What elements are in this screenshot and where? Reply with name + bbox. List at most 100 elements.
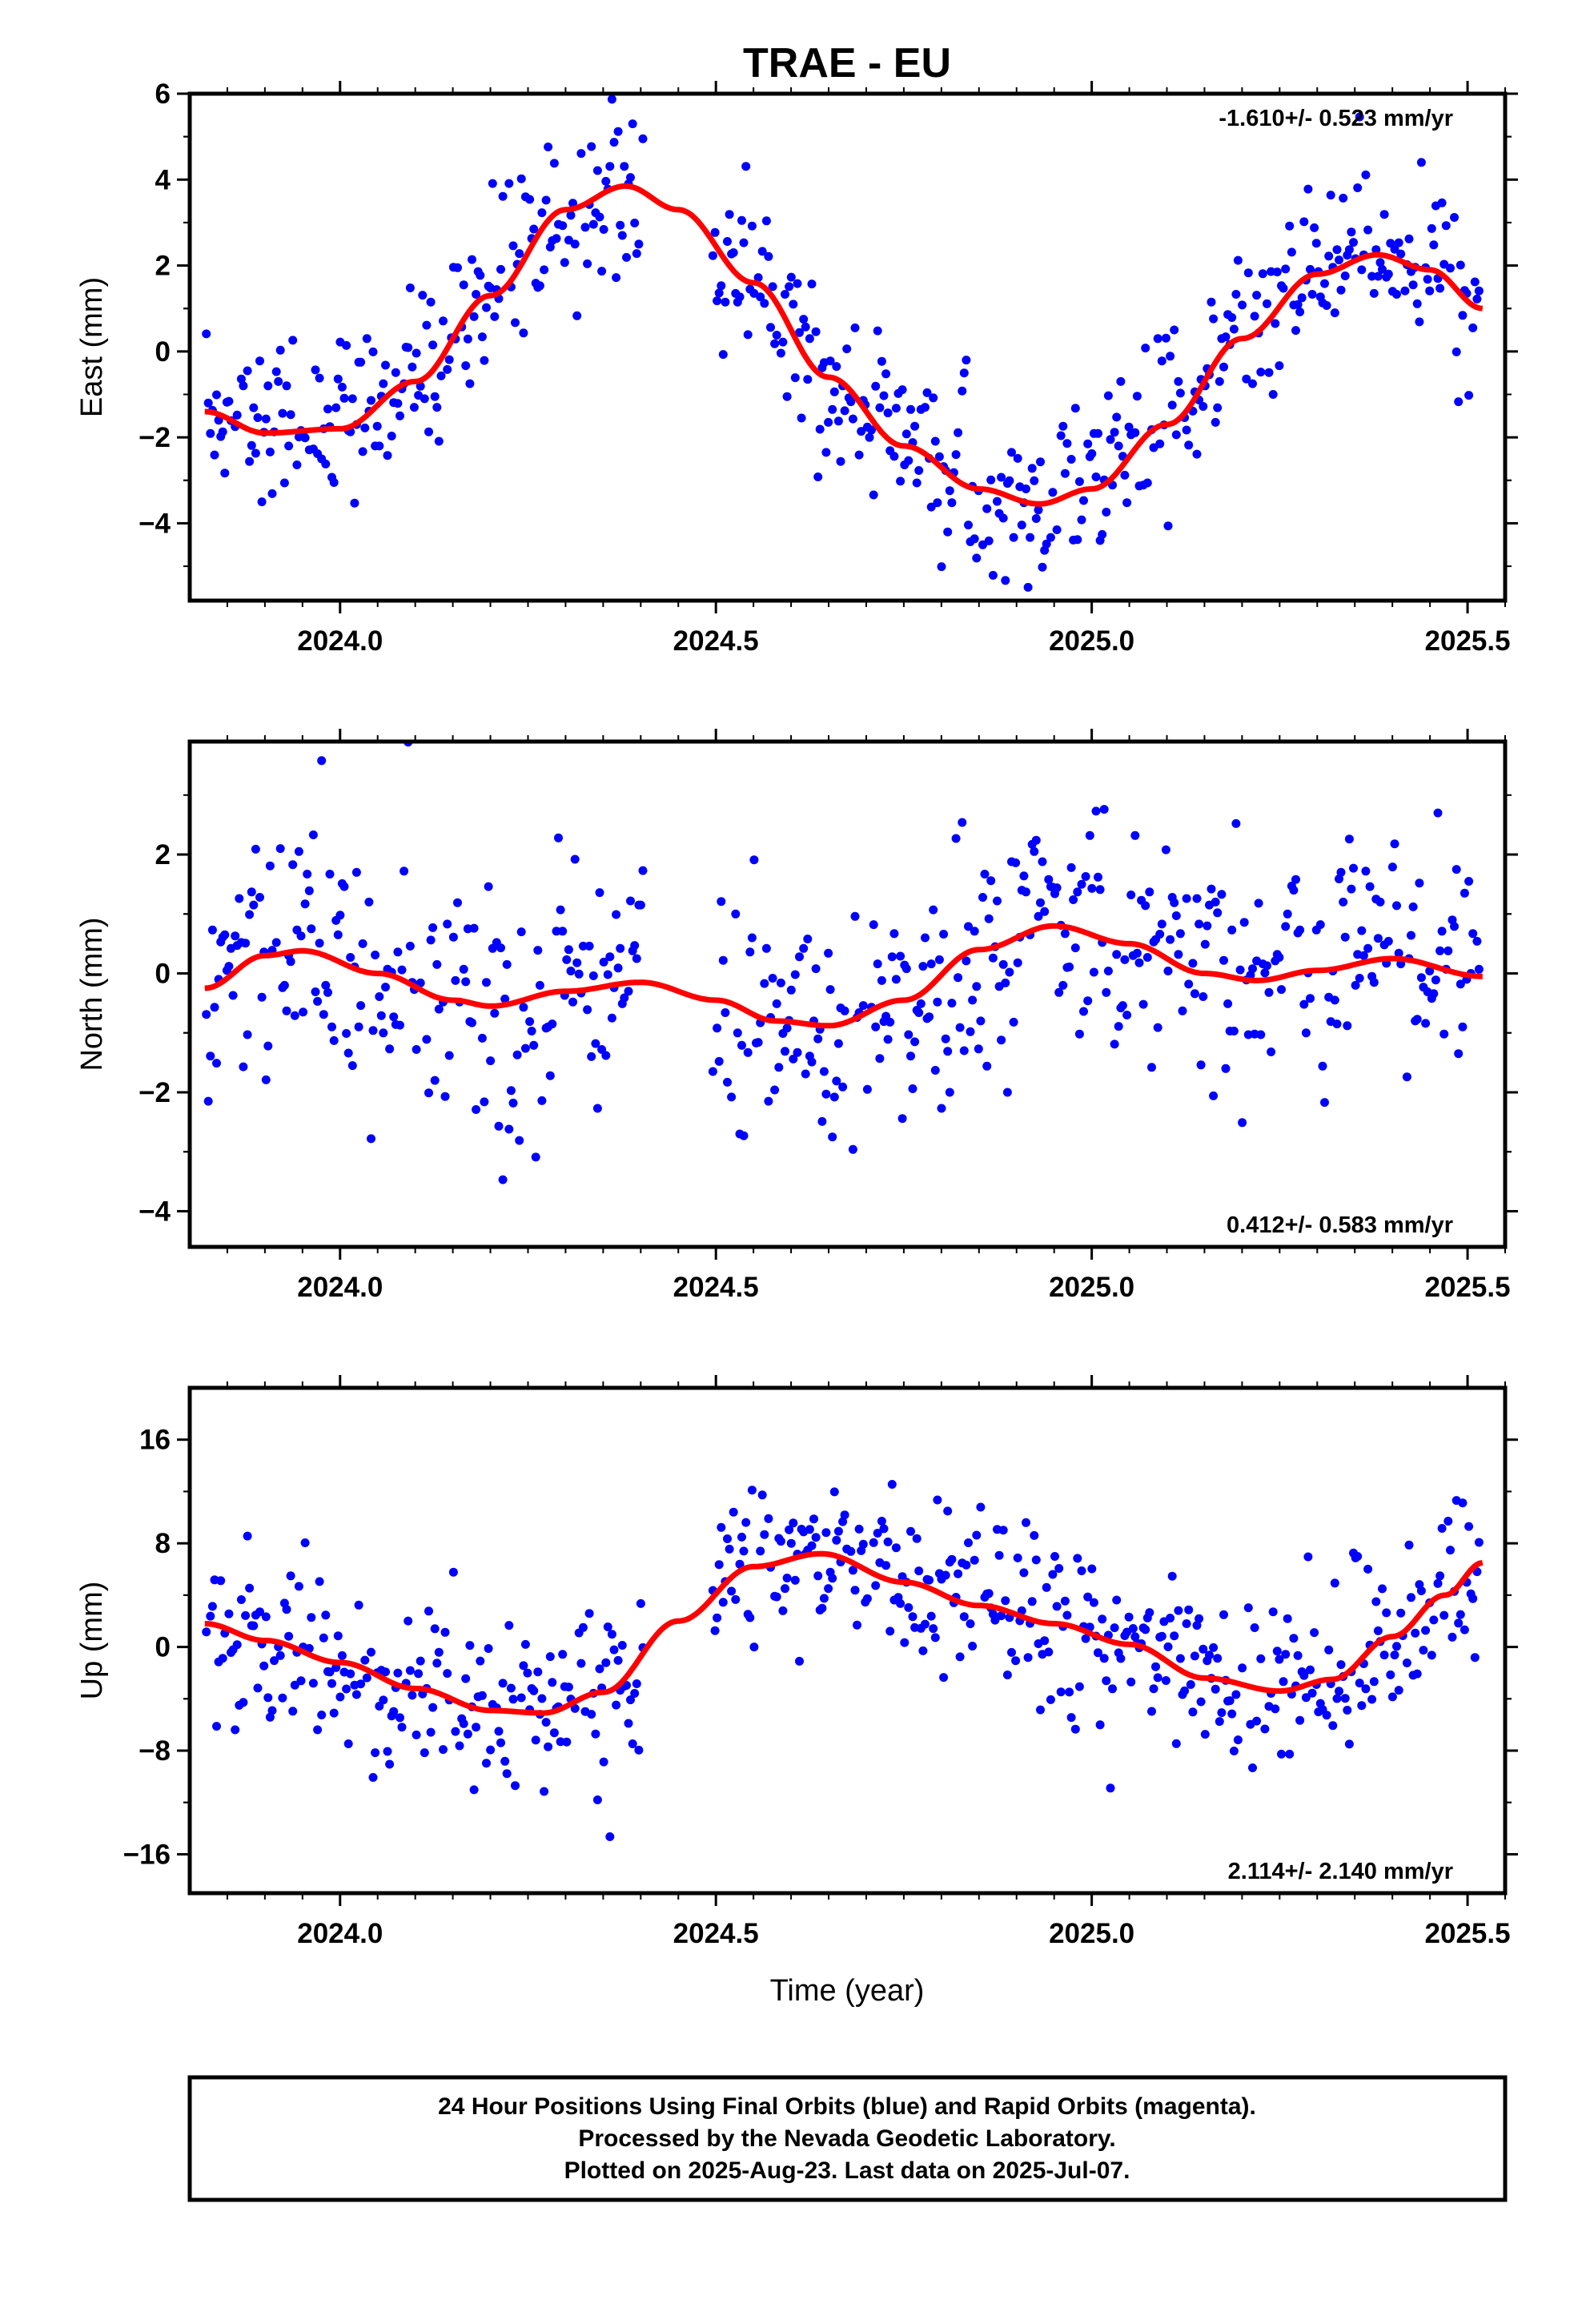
data-point — [1073, 1554, 1082, 1563]
data-point — [951, 450, 961, 460]
data-point — [249, 1621, 259, 1630]
data-point — [1083, 996, 1093, 1006]
data-point — [1353, 1552, 1363, 1561]
data-point — [797, 413, 806, 423]
data-point — [761, 943, 771, 953]
data-point — [1070, 404, 1080, 413]
data-point — [255, 893, 264, 902]
data-point — [1038, 857, 1047, 866]
data-point — [498, 1175, 508, 1184]
data-point — [251, 448, 260, 458]
data-point — [570, 854, 580, 864]
data-point — [1098, 529, 1107, 539]
data-point — [811, 964, 821, 974]
data-point — [901, 429, 911, 439]
data-point — [984, 1589, 994, 1598]
data-point — [1464, 877, 1474, 886]
data-point — [807, 1057, 817, 1067]
data-point — [321, 1610, 331, 1620]
data-point — [1087, 449, 1097, 458]
data-point — [1166, 935, 1175, 944]
data-point — [587, 1051, 596, 1061]
data-point — [854, 450, 864, 460]
data-point — [993, 497, 1002, 506]
data-point — [829, 387, 839, 396]
data-point — [1095, 1720, 1105, 1730]
data-point — [1412, 299, 1422, 308]
data-point — [1263, 299, 1271, 308]
data-point — [393, 947, 403, 957]
x-tick-label: 2025.5 — [1425, 625, 1511, 657]
data-point — [998, 959, 1008, 969]
data-point — [881, 1561, 891, 1570]
data-point — [833, 1526, 843, 1536]
data-point — [1227, 1709, 1237, 1719]
data-point — [1200, 939, 1210, 949]
data-point — [1011, 1656, 1021, 1666]
data-point — [757, 247, 767, 256]
data-point — [1454, 1049, 1464, 1059]
data-point — [781, 290, 789, 299]
data-point — [817, 1603, 827, 1613]
data-point — [807, 279, 817, 289]
data-point — [1307, 1688, 1317, 1698]
data-point — [1085, 830, 1094, 840]
data-point — [356, 1001, 366, 1011]
data-point — [286, 410, 295, 420]
data-point — [405, 283, 415, 292]
data-point — [486, 1056, 496, 1066]
data-point — [1138, 999, 1148, 1009]
data-point — [1369, 288, 1379, 298]
data-point — [275, 345, 285, 355]
data-point — [1456, 1610, 1465, 1619]
data-point — [1219, 955, 1228, 965]
data-point — [1077, 1566, 1086, 1575]
data-point — [1013, 453, 1022, 463]
data-point — [1295, 308, 1305, 316]
data-point — [404, 343, 413, 352]
data-point — [1157, 356, 1166, 366]
data-point — [356, 357, 366, 367]
data-point — [959, 1612, 969, 1622]
data-point — [424, 1606, 433, 1616]
data-point — [828, 1574, 837, 1583]
data-point — [737, 1532, 746, 1542]
data-point — [368, 1773, 378, 1782]
data-point — [1427, 223, 1436, 233]
data-point — [290, 1680, 299, 1690]
data-point — [912, 1534, 921, 1543]
data-point — [1456, 979, 1465, 989]
data-point — [271, 367, 281, 376]
data-point — [1383, 936, 1393, 946]
data-point — [294, 846, 303, 856]
data-point — [465, 379, 475, 388]
data-point — [1392, 290, 1401, 299]
data-point — [381, 1667, 390, 1677]
data-point — [972, 553, 982, 563]
data-point — [1175, 1654, 1185, 1663]
data-point — [591, 1039, 600, 1048]
data-point — [813, 1571, 823, 1581]
data-point — [634, 239, 644, 249]
data-point — [828, 1132, 837, 1142]
data-point — [1153, 334, 1162, 344]
data-point — [1157, 919, 1166, 929]
data-point — [274, 376, 283, 386]
data-point — [739, 1131, 749, 1140]
data-point — [1427, 1651, 1436, 1660]
data-point — [453, 263, 462, 272]
data-point — [1074, 1029, 1084, 1039]
data-point — [1190, 1651, 1199, 1661]
data-point — [1023, 582, 1033, 592]
data-point — [1124, 1612, 1134, 1622]
x-tick-label: 2025.0 — [1049, 625, 1134, 657]
data-point — [379, 379, 388, 388]
data-point — [389, 1707, 399, 1716]
data-point — [444, 355, 454, 364]
data-point — [785, 1525, 794, 1534]
data-point — [1031, 1555, 1041, 1565]
data-point — [206, 1051, 215, 1061]
data-point — [496, 1738, 505, 1747]
data-point — [212, 390, 221, 400]
data-point — [440, 1627, 450, 1637]
